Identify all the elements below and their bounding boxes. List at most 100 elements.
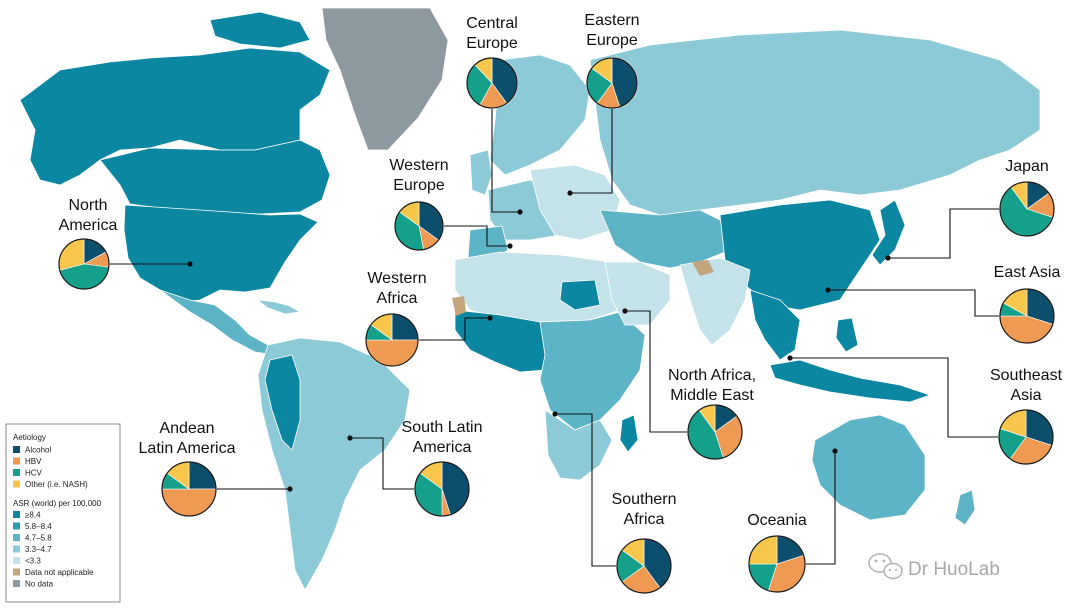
legend-label-not_applicable: Data not applicable xyxy=(25,568,94,577)
land-caribbean xyxy=(256,299,302,315)
southeast-asia-pie-outline xyxy=(998,409,1054,465)
western-europe-pie-outline xyxy=(394,201,444,251)
eastern-europe-label: Eastern Europe xyxy=(584,12,639,49)
land-arabia xyxy=(604,261,671,326)
land-philippines xyxy=(835,317,859,353)
japan-connector xyxy=(888,208,1000,259)
legend-swatch-alcohol xyxy=(13,446,20,453)
andean-latin-america-pie xyxy=(161,461,217,517)
southern-africa-pie xyxy=(616,538,672,594)
southern-africa-connector xyxy=(555,413,617,567)
southeast-asia-label: Southeast Asia xyxy=(990,367,1063,404)
oceania-label-line: Oceania xyxy=(747,512,807,529)
western-europe-connector xyxy=(443,225,510,247)
eastern-europe-connector-dot xyxy=(567,190,573,196)
north-america-connector-dot xyxy=(187,261,193,267)
japan-label: Japan xyxy=(1005,158,1049,175)
southeast-asia-pie xyxy=(998,409,1054,465)
andean-latin-america-pie-outline xyxy=(161,461,217,517)
western-africa-label: Western Africa xyxy=(367,270,426,307)
land-egypt xyxy=(559,279,601,311)
western-africa-pie-outline xyxy=(365,313,419,367)
central-europe-connector-dot xyxy=(517,209,523,215)
legend-aetiology-items: Alcohol HBV HCV Other (i.e. NASH) xyxy=(13,446,88,489)
north-africa-middle-east-label-line: North Africa, xyxy=(668,367,756,384)
legend-aetiology-title: Aetiology xyxy=(13,433,46,442)
western-africa-label-line: Western xyxy=(367,270,426,287)
pie-charts xyxy=(58,57,1055,594)
legend-swatch-asr_lt_3_3 xyxy=(13,557,20,564)
land-andes xyxy=(264,354,301,451)
central-europe-label-line: Europe xyxy=(466,35,518,52)
connector-lines xyxy=(109,108,1000,567)
oceania-label: Oceania xyxy=(747,512,807,529)
western-europe-pie xyxy=(394,201,444,251)
watermark: Dr HuoLab xyxy=(868,553,1000,580)
east-asia-pie xyxy=(999,288,1055,344)
land-southern-africa xyxy=(544,409,613,481)
north-africa-middle-east-connector-dot xyxy=(622,308,628,314)
southeast-asia-connector xyxy=(790,357,999,438)
southern-africa-pie-outline xyxy=(616,538,672,594)
eastern-europe-connector xyxy=(570,108,613,194)
land-canada xyxy=(99,139,331,215)
western-africa-connector-dot xyxy=(487,315,493,321)
land-not-applicable-western-sahara xyxy=(452,296,466,316)
legend-swatch-asr_ge_8_4 xyxy=(13,511,20,518)
legend-label-no_data: No data xyxy=(25,580,54,589)
north-america-label-line: America xyxy=(59,217,118,234)
japan-pie-outline xyxy=(999,181,1055,237)
legend-label-hcv: HCV xyxy=(25,469,43,478)
land-usa xyxy=(123,204,319,303)
south-latin-america-connector-dot xyxy=(347,435,353,441)
north-america-pie-outline xyxy=(58,238,110,290)
eastern-europe-label-line: Eastern xyxy=(584,12,639,29)
legend-swatch-no_data xyxy=(13,580,20,587)
western-europe-label-line: Western xyxy=(389,157,448,174)
legend-label-asr_4_7_5_8: 4.7–5.8 xyxy=(25,534,52,543)
andean-latin-america-label-line: Latin America xyxy=(139,440,236,457)
japan-connector-dot xyxy=(885,255,891,261)
legend-label-asr_5_8_8_4: 5.8–8.4 xyxy=(25,522,52,531)
region-labels: North America Central Europe Eastern Europe We… xyxy=(59,12,1063,529)
south-latin-america-label-line: South Latin xyxy=(402,419,483,436)
land-indochina xyxy=(749,289,801,361)
eastern-europe-label-line: Europe xyxy=(586,32,638,49)
east-asia-label: East Asia xyxy=(994,264,1061,281)
legend-label-asr_ge_8_4: ≥8.4 xyxy=(25,511,41,520)
east-asia-pie-outline xyxy=(999,288,1055,344)
land-arctic-islands xyxy=(209,11,311,49)
east-asia-connector xyxy=(828,289,1000,317)
south-latin-america-label-line: America xyxy=(413,439,472,456)
south-latin-america-label: South Latin America xyxy=(402,419,483,456)
legend-swatch-asr_3_3_4_7 xyxy=(13,545,20,553)
north-america-label-line: North xyxy=(68,197,107,214)
land-uk xyxy=(469,149,493,196)
legend-label-asr_3_3_4_7: 3.3–4.7 xyxy=(25,545,52,554)
southeast-asia-label-line: Southeast xyxy=(990,367,1063,384)
andean-latin-america-slice-hbv xyxy=(161,488,217,517)
north-america-label: North America xyxy=(59,197,118,234)
eastern-europe-pie-outline xyxy=(586,57,638,109)
land-masses xyxy=(19,7,1041,591)
north-africa-middle-east-pie xyxy=(687,404,743,460)
land-indonesia xyxy=(769,359,932,403)
legend-swatch-asr_5_8_8_4 xyxy=(13,522,20,530)
oceania-pie-outline xyxy=(748,535,806,593)
east-asia-connector-dot xyxy=(825,287,831,293)
western-africa-pie xyxy=(365,313,419,367)
central-europe-connector xyxy=(491,108,520,213)
land-mexico-central xyxy=(159,289,286,356)
central-europe-label-line: Central xyxy=(466,15,518,32)
land-russia xyxy=(589,29,1041,216)
north-africa-middle-east-pie-outline xyxy=(687,404,743,460)
southern-africa-label-line: Southern xyxy=(612,491,677,508)
central-europe-label: Central Europe xyxy=(466,15,518,52)
western-europe-connector-dot xyxy=(507,243,513,249)
legend-swatch-not_applicable xyxy=(13,568,20,576)
legend-swatch-other xyxy=(13,480,20,488)
central-europe-pie xyxy=(466,57,518,109)
land-india xyxy=(679,257,751,346)
oceania-pie xyxy=(748,535,806,593)
